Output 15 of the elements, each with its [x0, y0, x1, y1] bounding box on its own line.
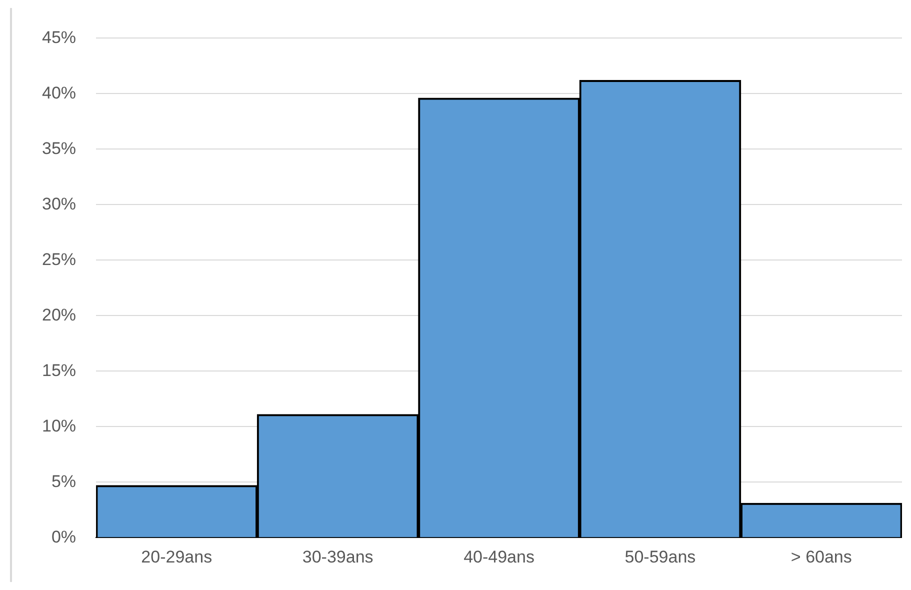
- x-tick-label: 20-29ans: [141, 547, 212, 566]
- y-tick-label: 10%: [42, 416, 76, 436]
- y-tick-label: 30%: [42, 194, 76, 214]
- x-tick-label: 30-39ans: [302, 547, 374, 566]
- y-tick-label: 20%: [42, 305, 76, 324]
- y-tick-label: 15%: [42, 360, 76, 380]
- x-tick-label: 40-49ans: [464, 547, 534, 566]
- y-tick-label: 40%: [42, 83, 76, 102]
- y-tick-label: 35%: [42, 138, 76, 158]
- y-tick-label: 5%: [51, 472, 76, 491]
- y-tick-label: 45%: [42, 28, 76, 47]
- y-tick-label: 25%: [42, 250, 76, 269]
- x-tick-label: 50-59ans: [624, 547, 696, 566]
- x-tick-label: > 60ans: [790, 547, 852, 566]
- y-tick-label: 0%: [51, 527, 76, 546]
